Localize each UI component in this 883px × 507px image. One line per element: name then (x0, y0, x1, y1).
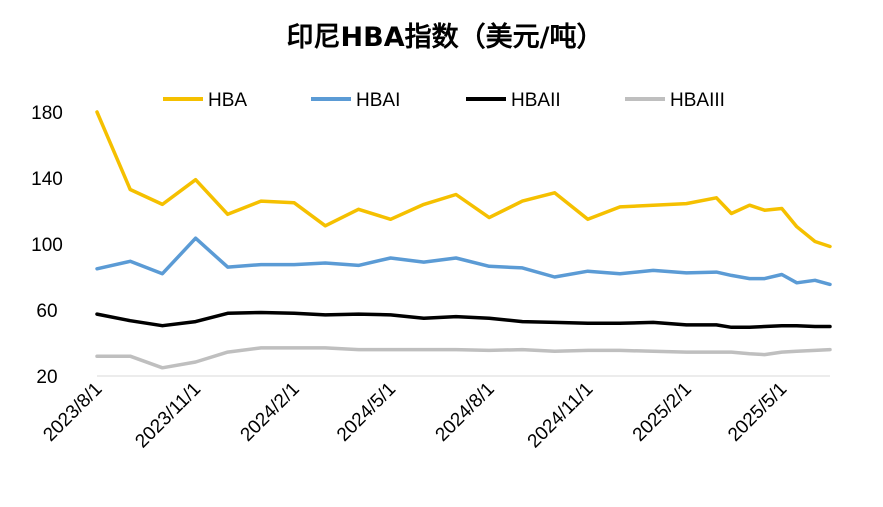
series-line-hbaii (95, 310, 832, 330)
y-tick-label: 180 (31, 103, 63, 124)
x-tick-label: 2024/8/1 (432, 379, 499, 446)
y-axis-tick-labels: 20 60 100 140 180 (31, 103, 63, 388)
legend-label: HBA (208, 90, 247, 111)
y-tick-label: 60 (36, 301, 57, 322)
series-line-hba (95, 110, 832, 249)
series-lines (95, 110, 832, 370)
x-tick-label: 2023/11/1 (131, 379, 205, 453)
x-tick-label: 2024/11/1 (524, 379, 598, 453)
legend-item-hba: HBA (163, 90, 247, 111)
y-tick-label: 140 (31, 169, 63, 190)
x-tick-label: 2024/2/1 (237, 379, 304, 446)
x-tick-label: 2025/2/1 (629, 379, 696, 446)
legend-label: HBAIII (670, 90, 725, 111)
y-tick-label: 100 (31, 235, 63, 256)
legend-item-hbaii: HBAII (466, 90, 561, 111)
x-axis-tick-labels: 2023/8/1 2023/11/1 2024/2/1 2024/5/1 2024/8/… (39, 379, 791, 453)
x-tick-label: 2025/5/1 (724, 379, 791, 446)
x-tick-label: 2023/8/1 (39, 379, 106, 446)
y-tick-label: 20 (36, 367, 57, 388)
chart-title: 印尼HBA指数（美元/吨） (287, 21, 604, 53)
legend-label: HBAI (356, 90, 400, 111)
legend-item-hbaiii: HBAIII (625, 90, 725, 111)
x-tick-label: 2024/5/1 (333, 379, 400, 446)
legend-label: HBAII (511, 90, 561, 111)
series-line-hbaiii (95, 346, 832, 370)
legend-item-hbai: HBAI (311, 90, 400, 111)
series-line-hbai (95, 236, 832, 287)
legend: HBA HBAI HBAII HBAIII (163, 90, 725, 111)
